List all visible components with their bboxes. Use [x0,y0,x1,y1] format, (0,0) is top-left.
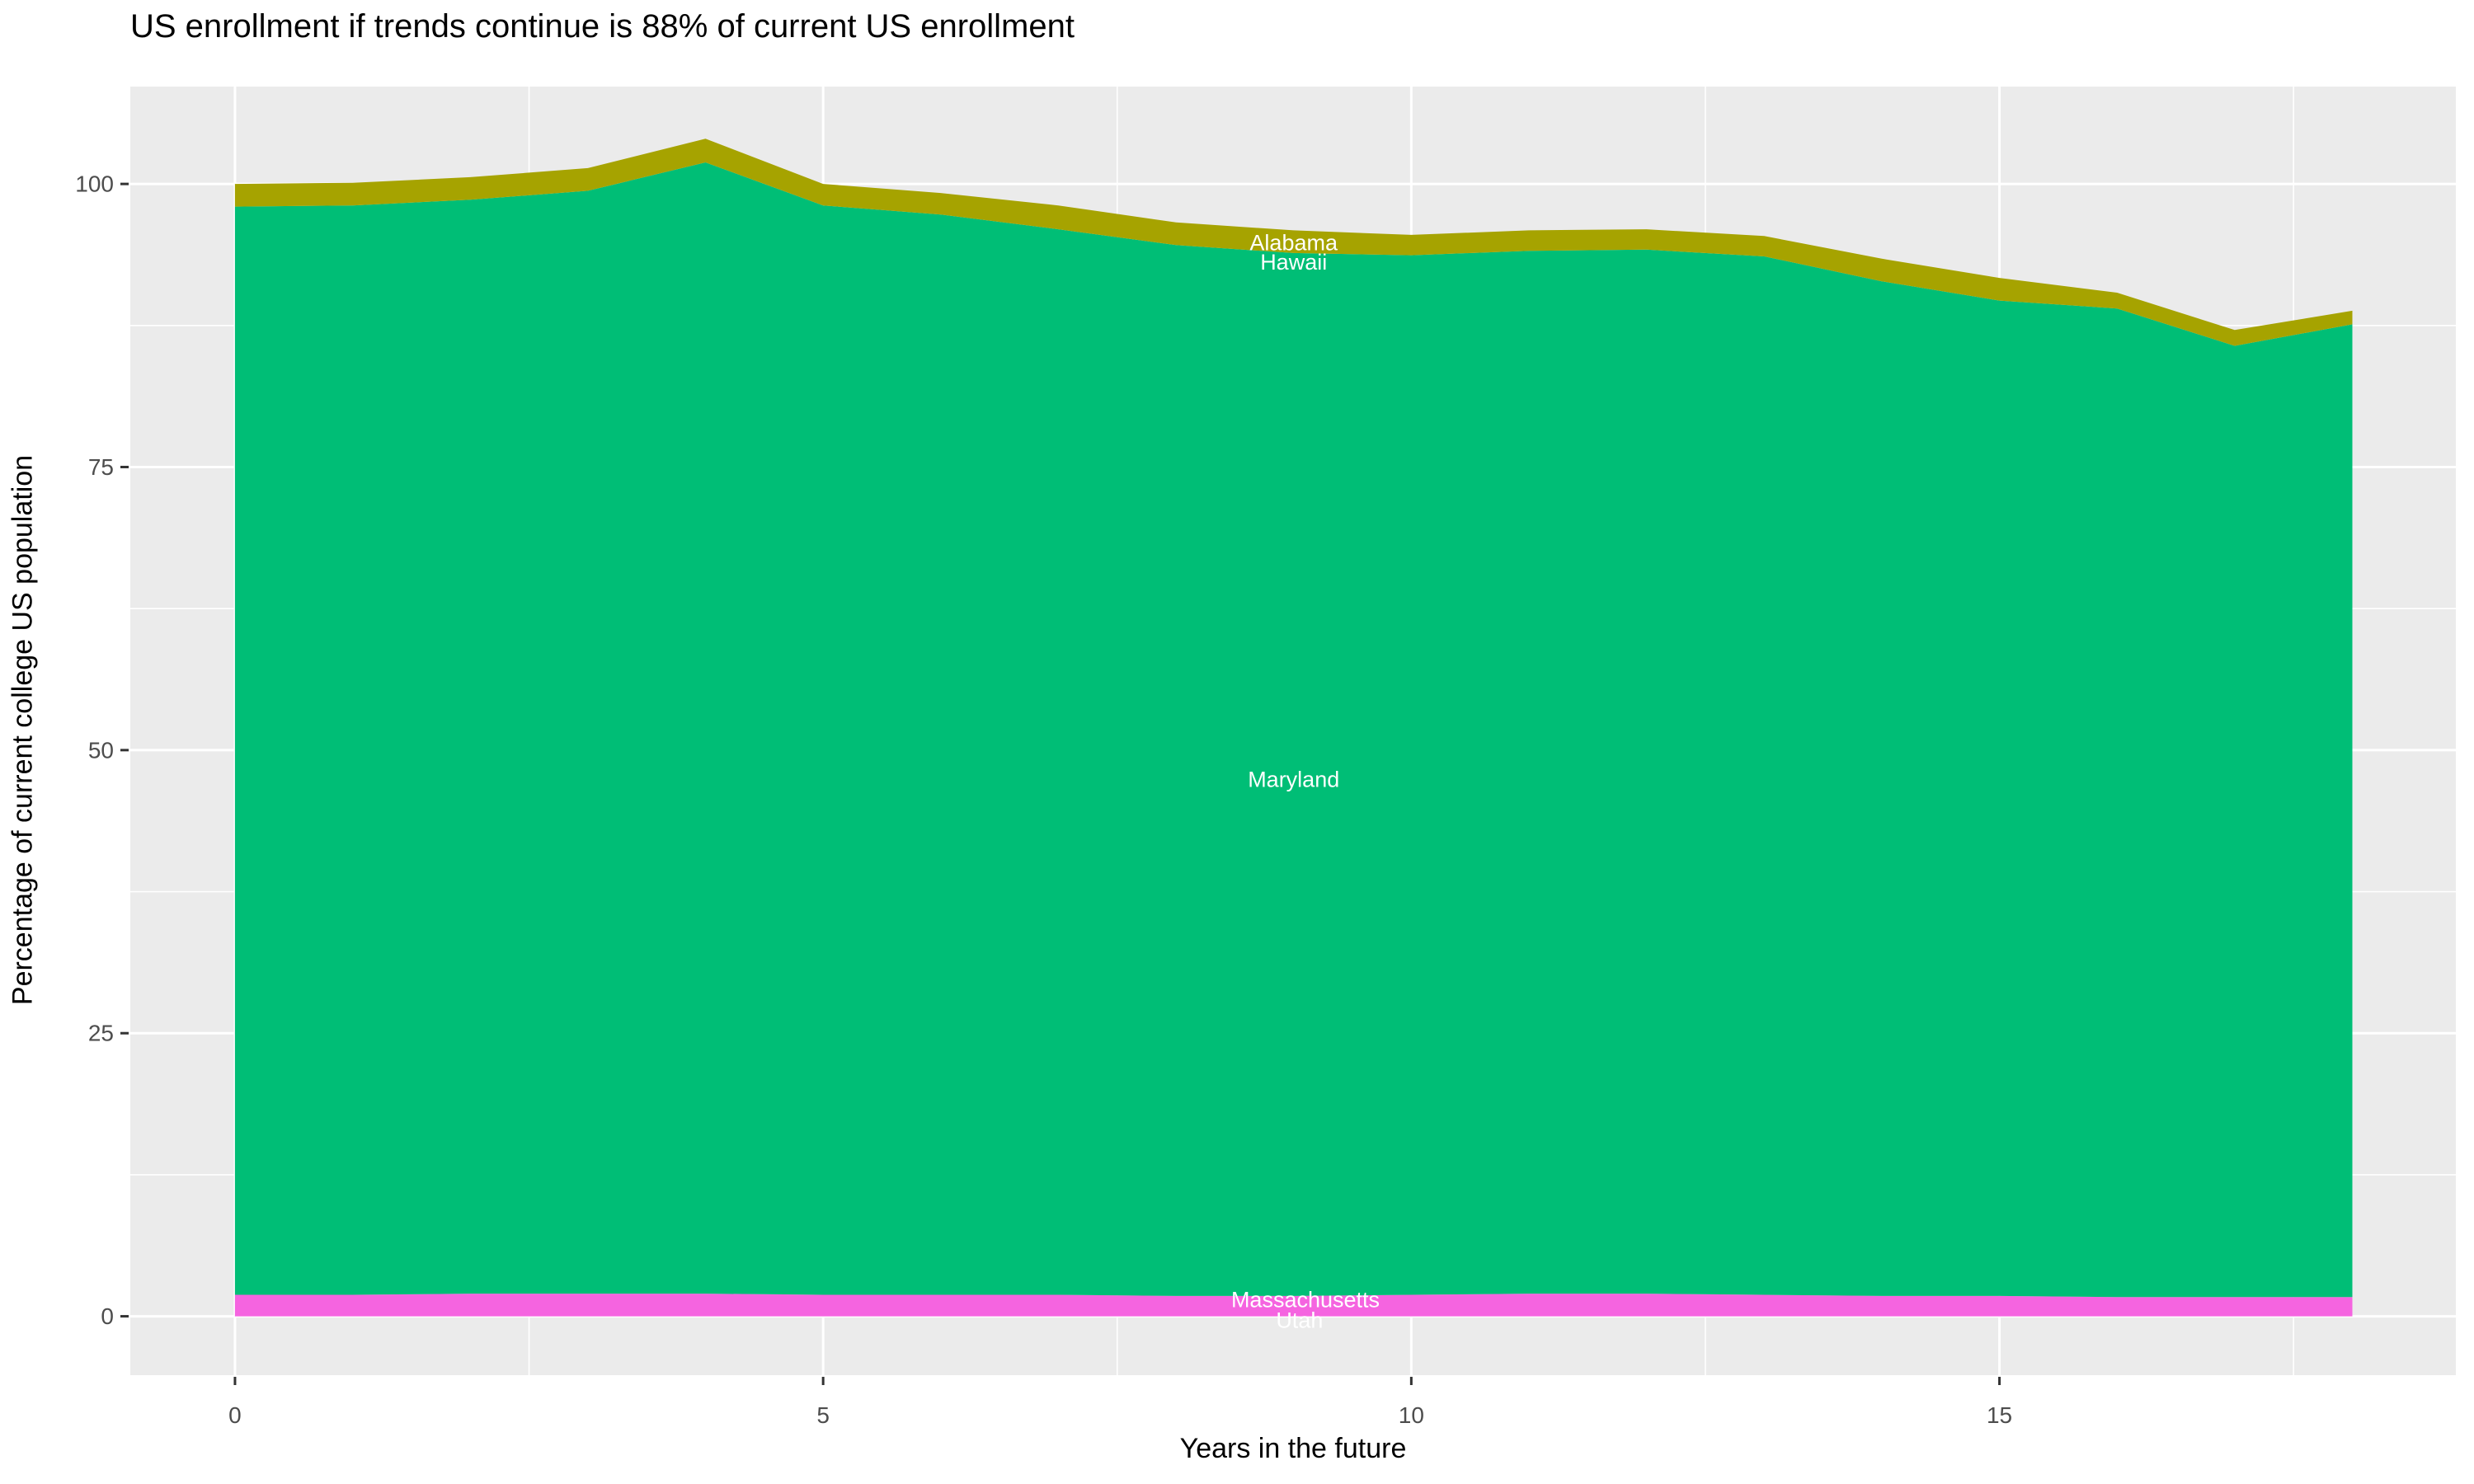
band-label-hawaii: Hawaii [1260,250,1327,275]
y-tick-label: 100 [75,171,114,197]
band-label-massachusetts: Massachusetts [1231,1288,1380,1313]
y-tick-label: 75 [88,454,114,480]
y-tick-label: 25 [88,1021,114,1046]
band-label-maryland: Maryland [1248,768,1339,792]
plot-title: US enrollment if trends continue is 88% … [130,8,1075,45]
area-alabama [234,139,2353,346]
x-tick-label: 0 [228,1402,242,1428]
y-axis-title: Percentage of current college US populat… [7,454,39,1006]
x-tick-label: 15 [1987,1402,2012,1428]
band-label-utah: Utah [1276,1308,1323,1332]
band-label-alabama: Alabama [1249,231,1338,256]
x-tick-label: 10 [1399,1402,1424,1428]
area-massachusetts [234,1294,2353,1317]
y-tick-label: 50 [88,737,114,763]
x-tick-label: 5 [816,1402,830,1428]
x-axis-title: Years in the future [1179,1433,1407,1464]
area-maryland [234,162,2353,1298]
y-tick-label: 0 [101,1303,114,1329]
